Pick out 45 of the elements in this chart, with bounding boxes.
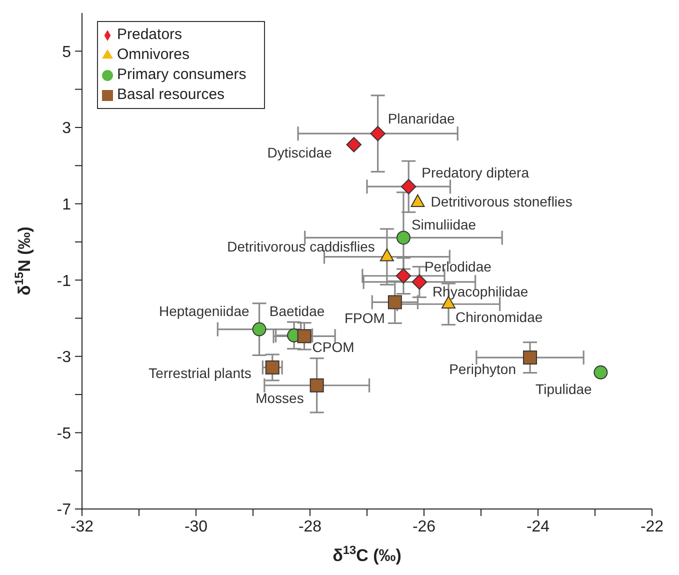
point [396,230,410,245]
annotation: CPOM [312,338,354,355]
annotation: Tipulidae [536,381,592,398]
point [370,126,386,142]
x-tick-label: -28 [298,518,322,536]
x-tick-label: -30 [184,518,208,536]
annotation: Mosses [256,390,304,406]
x-tick-label: -22 [640,518,664,536]
point [412,274,428,290]
y-tick-label: -3 [56,349,72,366]
legend-label: Omnivores [117,46,190,63]
point [310,378,324,392]
legend-label: Predators [117,26,182,43]
legend-label: Basal resources [117,86,225,103]
annotation: Heptageniidae [158,303,250,319]
x-tick-label: -26 [412,518,436,536]
annotation: Simuliidae [411,216,476,232]
annotation: Detritivorous stoneflies [430,193,572,210]
y-tick-label: 3 [62,120,72,138]
x-tick-label: -32 [70,518,94,536]
point [523,350,538,365]
point [594,365,608,380]
annotation: Detritivorous caddisflies [227,238,375,255]
y-tick-label: 5 [62,44,72,61]
y-tick-label: 1 [62,196,72,214]
legend-label: Primary consumers [117,66,246,83]
point [252,322,266,336]
annotation: Periphyton [449,361,516,378]
annotation: FPOM [344,310,385,326]
annotation: Terrestrial plants [148,365,252,382]
annotation: Dytiscidae [267,144,332,160]
point [400,178,416,194]
y-tick-label: -7 [56,502,72,519]
annotation: Chironomidae [456,308,543,325]
point [346,136,362,152]
annotation: Planaridae [388,110,455,126]
point [297,329,312,344]
annotation: Baetidae [269,303,325,320]
y-tick-label: -1 [56,272,72,290]
point [265,360,280,374]
annotation: Perlodidae [424,258,492,275]
x-tick-label: -24 [526,518,550,536]
x-axis-title: δ$^{13}$C (‰) [332,543,402,565]
annotation: Predatory diptera [422,164,530,180]
y-tick-label: -5 [56,425,72,442]
